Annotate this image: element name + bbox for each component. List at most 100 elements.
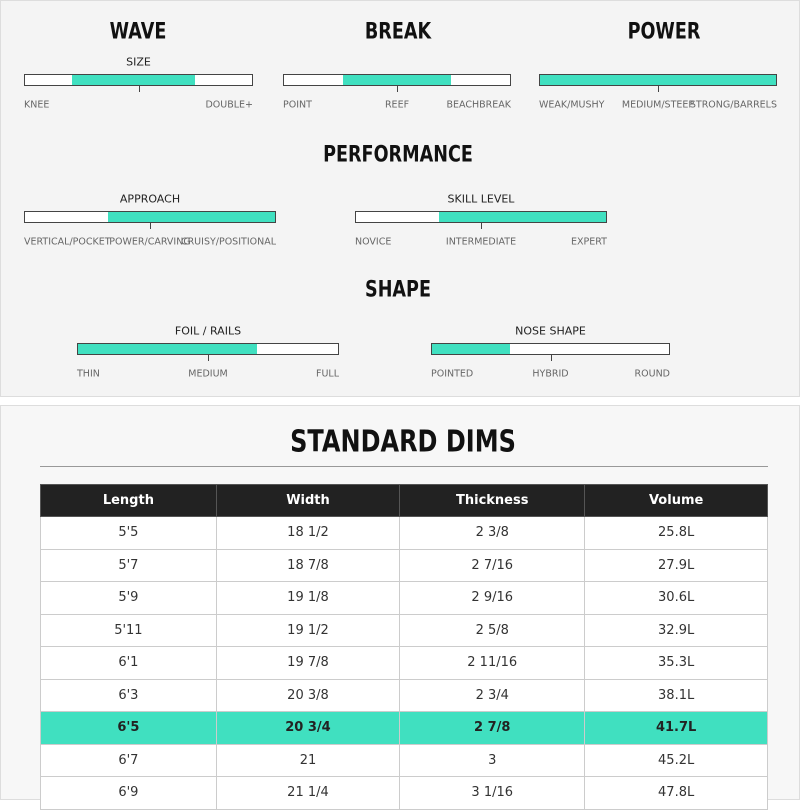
- slider-fill: [107, 212, 275, 222]
- slider-fill: [71, 75, 195, 85]
- slider-bar: [283, 74, 511, 86]
- table-row: 6'1 19 7/8 2 11/16 35.3L: [40, 646, 768, 680]
- slider-bar: [24, 74, 253, 86]
- table-cell: 19 1/2: [215, 613, 401, 647]
- table-cell: 27.9L: [584, 548, 768, 582]
- table-cell: 2 9/16: [399, 581, 586, 615]
- table-cell: 5'9: [40, 581, 217, 615]
- section-title: BREAK: [364, 19, 432, 45]
- section-title: PERFORMANCE: [323, 142, 473, 168]
- table-cell: 2 7/16: [399, 548, 586, 582]
- table-cell: 19 7/8: [215, 646, 401, 680]
- table-cell: 20 3/4: [215, 711, 401, 745]
- slider-fill: [432, 344, 511, 354]
- table-cell: 6'3: [40, 678, 217, 712]
- column-header: Thickness: [399, 484, 586, 517]
- table-cell: 18 1/2: [215, 516, 401, 550]
- table-cell: 3 1/16: [399, 776, 586, 810]
- slider-tick: [150, 223, 151, 229]
- slider-tick: [397, 86, 398, 92]
- slider-tick: [481, 223, 482, 229]
- table-row: 5'9 19 1/8 2 9/16 30.6L: [40, 581, 768, 615]
- column-header: Width: [215, 484, 401, 517]
- table-cell: 2 3/4: [399, 678, 586, 712]
- stop-label: ROUND: [634, 368, 670, 380]
- table-row: 5'11 19 1/2 2 5/8 32.9L: [40, 613, 768, 647]
- slider-bar: [539, 74, 777, 86]
- dims-table: Length Width Thickness Volume 5'5 18 1/2 2 3/8…: [40, 484, 768, 810]
- slider-bar: [355, 211, 607, 223]
- table-cell: 20 3/8: [215, 678, 401, 712]
- slider-bar: [77, 343, 339, 355]
- table-row: 6'3 20 3/8 2 3/4 38.1L: [40, 678, 768, 712]
- table-cell: 3: [399, 743, 586, 777]
- stop-label: KNEE: [24, 99, 50, 111]
- stop-label: INTERMEDIATE: [445, 236, 517, 248]
- header-row: Length Width Thickness Volume: [40, 484, 768, 517]
- table-cell: 5'5: [40, 516, 217, 550]
- specs-panel: [0, 0, 800, 397]
- table-row: 6'9 21 1/4 3 1/16 47.8L: [40, 776, 768, 810]
- slider-fill: [438, 212, 606, 222]
- stop-label: FULL: [315, 368, 339, 380]
- table-cell: 19 1/8: [215, 581, 401, 615]
- table-row: 6'5 20 3/4 2 7/8 41.7L: [40, 711, 768, 745]
- stop-label: EXPERT: [571, 236, 607, 248]
- table-cell: 6'7: [40, 743, 217, 777]
- slider-tick: [208, 355, 209, 361]
- table-cell: 21: [215, 743, 401, 777]
- slider-label: APPROACH: [119, 192, 181, 206]
- slider-fill: [540, 75, 776, 85]
- slider-tick: [138, 86, 140, 92]
- stop-label: CRUISY/POSITIONAL: [180, 236, 276, 248]
- table-cell: 6'9: [40, 776, 217, 810]
- slider-bar: [431, 343, 670, 355]
- table-cell: 2 11/16: [399, 646, 586, 680]
- table-cell: 45.2L: [584, 743, 768, 777]
- stop-label: WEAK/MUSHY: [539, 99, 605, 111]
- table-cell: 30.6L: [584, 581, 768, 615]
- table-cell: 2 5/8: [399, 613, 586, 647]
- table-cell: 6'1: [40, 646, 217, 680]
- table-cell: 21 1/4: [215, 776, 401, 810]
- section-title: WAVE: [109, 19, 167, 45]
- column-header: Length: [40, 484, 217, 517]
- table-cell: 38.1L: [584, 678, 768, 712]
- table-row: 6'7 21 3 45.2L: [40, 743, 768, 777]
- divider: [40, 466, 768, 467]
- table-cell: 6'5: [40, 711, 217, 745]
- section-title: POWER: [627, 19, 701, 45]
- slider-label: SIZE: [126, 55, 151, 69]
- stop-label: MEDIUM: [188, 368, 228, 380]
- stop-label: BEACHBREAK: [446, 99, 511, 111]
- table-cell: 5'11: [40, 613, 217, 647]
- table-cell: 18 7/8: [215, 548, 401, 582]
- slider-fill: [78, 344, 258, 354]
- table-cell: 41.7L: [584, 711, 768, 745]
- stop-label: POINTED: [431, 368, 474, 380]
- section-title: SHAPE: [365, 277, 431, 303]
- slider-label: NOSE SHAPE: [515, 324, 586, 338]
- stop-label: HYBRID: [532, 368, 569, 380]
- stop-label: NOVICE: [355, 236, 392, 248]
- stop-label: MEDIUM/STEEP: [621, 99, 695, 111]
- table-cell: 25.8L: [584, 516, 768, 550]
- stop-label: THIN: [77, 368, 100, 380]
- slider-label: SKILL LEVEL: [447, 192, 515, 206]
- slider-bar: [24, 211, 276, 223]
- table-cell: 47.8L: [584, 776, 768, 810]
- stop-label: STRONG/BARRELS: [689, 99, 777, 111]
- table-cell: 35.3L: [584, 646, 768, 680]
- column-header: Volume: [584, 484, 768, 517]
- table-row: 5'5 18 1/2 2 3/8 25.8L: [40, 516, 768, 550]
- dims-title: STANDARD DIMS: [290, 424, 516, 460]
- stop-label: DOUBLE+: [205, 99, 253, 111]
- stop-label: POINT: [283, 99, 312, 111]
- table-cell: 5'7: [40, 548, 217, 582]
- stop-label: VERTICAL/POCKET: [24, 236, 111, 248]
- slider-tick: [658, 86, 659, 92]
- slider-label: FOIL / RAILS: [174, 324, 242, 338]
- table-cell: 2 7/8: [399, 711, 586, 745]
- slider-tick: [550, 355, 552, 361]
